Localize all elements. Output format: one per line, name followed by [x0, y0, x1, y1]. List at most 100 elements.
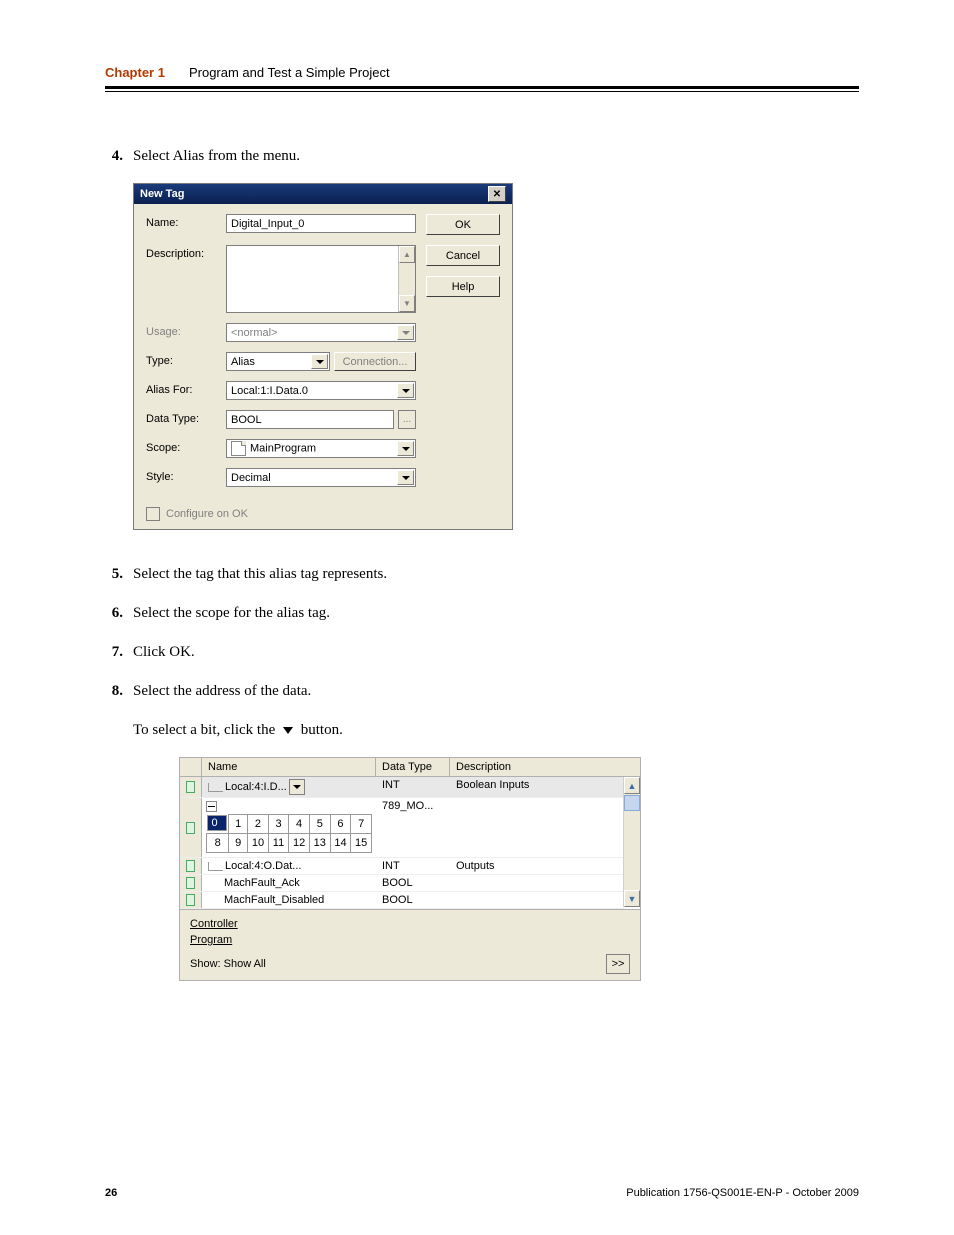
row-name: MachFault_Ack	[202, 875, 376, 891]
textarea-scrollbar[interactable]: ▲ ▼	[398, 246, 415, 312]
show-label: Show: Show All	[190, 958, 266, 970]
row-name: Local:4:I.D...	[225, 781, 287, 793]
grid-header-description[interactable]: Description	[450, 758, 622, 776]
scroll-thumb[interactable]	[624, 795, 640, 811]
step-4-number: 4.	[105, 148, 123, 165]
scope-value: MainProgram	[231, 441, 316, 456]
bit-cell[interactable]: 2	[248, 815, 269, 834]
step-8-number: 8.	[105, 683, 123, 700]
bit-cell[interactable]: 0	[207, 815, 227, 831]
publication-info: Publication 1756-QS001E-EN-P - October 2…	[626, 1187, 859, 1199]
checkbox-icon	[146, 507, 160, 521]
label-name: Name:	[146, 214, 216, 229]
bit-selector-row: 0 1 2 3 4 5 6 7 8 9	[180, 798, 624, 858]
bit-cell[interactable]: 8	[207, 834, 229, 853]
bit-select-instruction: To select a bit, click the button.	[133, 722, 859, 739]
tag-icon	[186, 822, 195, 834]
program-link[interactable]: Program	[190, 934, 232, 946]
bit-cell[interactable]: 9	[229, 834, 248, 853]
step-5-number: 5.	[105, 566, 123, 583]
bit-cell[interactable]: 14	[330, 834, 351, 853]
description-textarea[interactable]: ▲ ▼	[226, 245, 416, 313]
table-row[interactable]: MachFault_Disabled BOOL	[180, 892, 624, 909]
row-dt: INT	[376, 858, 450, 874]
step-5-text: Select the tag that this alias tag repre…	[133, 566, 859, 583]
connection-button: Connection...	[334, 352, 416, 371]
header-rule-thin	[105, 91, 859, 92]
controller-link[interactable]: Controller	[190, 918, 238, 930]
scroll-down-icon[interactable]: ▼	[624, 890, 640, 907]
cancel-button[interactable]: Cancel	[426, 245, 500, 266]
ok-button[interactable]: OK	[426, 214, 500, 235]
table-row[interactable]: MachFault_Ack BOOL	[180, 875, 624, 892]
alias-for-select[interactable]: Local:1:I.Data.0	[226, 381, 416, 400]
scroll-up-icon[interactable]: ▲	[624, 777, 640, 794]
chevron-down-icon	[283, 727, 293, 734]
label-description: Description:	[146, 245, 216, 260]
header-rule-thick	[105, 86, 859, 89]
dialog-title: New Tag	[140, 188, 184, 200]
chevron-down-icon[interactable]	[289, 779, 305, 795]
bit-cell[interactable]: 10	[248, 834, 269, 853]
table-row[interactable]: Local:4:I.D... INT Boolean Inputs	[180, 777, 624, 798]
bit-cell[interactable]: 13	[309, 834, 330, 853]
chevron-down-icon[interactable]	[311, 354, 328, 369]
bit-cell[interactable]: 5	[309, 815, 330, 834]
name-input[interactable]: Digital_Input_0	[226, 214, 416, 233]
data-type-input[interactable]: BOOL	[226, 410, 394, 429]
label-alias-for: Alias For:	[146, 381, 216, 396]
bit-cell[interactable]: 15	[351, 834, 372, 853]
tag-selection-grid: Name Data Type Description ▲ ▼ Local:4:I…	[179, 757, 641, 981]
help-button[interactable]: Help	[426, 276, 500, 297]
grid-header-name[interactable]: Name	[202, 758, 376, 776]
step-6-text: Select the scope for the alias tag.	[133, 605, 859, 622]
step-8-text: Select the address of the data.	[133, 683, 859, 700]
bit-grid[interactable]: 0 1 2 3 4 5 6 7 8 9	[206, 814, 372, 853]
program-icon	[231, 441, 246, 456]
step-6-number: 6.	[105, 605, 123, 622]
bit-cell[interactable]: 6	[330, 815, 351, 834]
style-select[interactable]: Decimal	[226, 468, 416, 487]
bit-cell[interactable]: 1	[229, 815, 248, 834]
bit-cell[interactable]: 12	[289, 834, 310, 853]
page-number: 26	[105, 1187, 117, 1199]
close-icon[interactable]: ✕	[488, 186, 506, 202]
chapter-label: Chapter 1	[105, 65, 165, 80]
grid-header-datatype[interactable]: Data Type	[376, 758, 450, 776]
row-name: Local:4:O.Dat...	[225, 860, 301, 872]
expand-button[interactable]: >>	[606, 954, 630, 974]
chevron-down-icon[interactable]	[397, 470, 414, 485]
label-data-type: Data Type:	[146, 410, 216, 425]
table-row[interactable]: Local:4:O.Dat... INT Outputs	[180, 858, 624, 875]
chevron-down-icon	[397, 325, 414, 340]
row-desc: Boolean Inputs	[450, 777, 622, 797]
chevron-down-icon[interactable]	[397, 383, 414, 398]
browse-data-type-button[interactable]: ...	[398, 410, 416, 429]
row-dt: BOOL	[376, 875, 450, 891]
grid-header-icon-col	[180, 758, 202, 776]
tag-icon	[186, 877, 195, 889]
scroll-down-icon[interactable]: ▼	[399, 295, 415, 312]
bit-cell[interactable]: 11	[268, 834, 288, 853]
label-style: Style:	[146, 468, 216, 483]
configure-on-ok-checkbox: Configure on OK	[146, 507, 506, 521]
grid-scrollbar[interactable]: ▲ ▼	[623, 777, 640, 907]
bit-cell[interactable]: 3	[268, 815, 288, 834]
bit-cell[interactable]: 7	[351, 815, 372, 834]
row-dt: INT	[376, 777, 450, 797]
scope-select[interactable]: MainProgram	[226, 439, 416, 458]
tag-icon	[186, 860, 195, 872]
collapse-icon[interactable]	[206, 801, 217, 812]
grid-header: Name Data Type Description	[180, 758, 640, 777]
scroll-up-icon[interactable]: ▲	[399, 246, 415, 263]
tag-icon	[186, 781, 195, 793]
label-usage: Usage:	[146, 323, 216, 338]
label-scope: Scope:	[146, 439, 216, 454]
tag-icon	[186, 894, 195, 906]
type-select[interactable]: Alias	[226, 352, 330, 371]
bit-cell[interactable]: 4	[289, 815, 310, 834]
bit-row-type: 789_MO...	[376, 798, 450, 857]
chevron-down-icon[interactable]	[397, 441, 414, 456]
style-value: Decimal	[231, 472, 271, 484]
usage-value: <normal>	[231, 327, 277, 339]
